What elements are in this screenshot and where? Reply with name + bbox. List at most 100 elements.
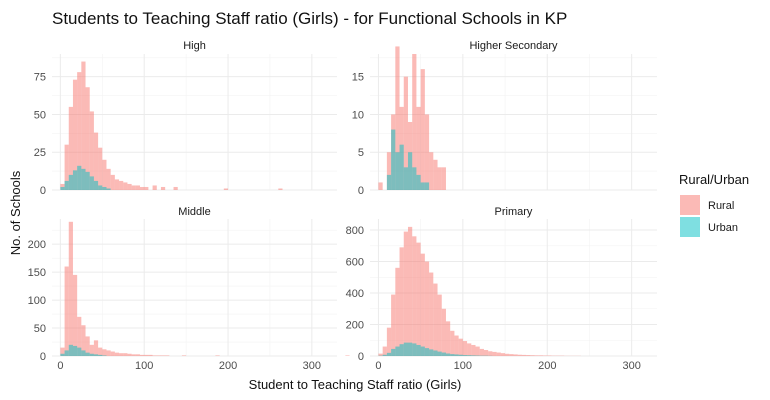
legend-key-rural (680, 195, 700, 215)
urban-bar (93, 354, 99, 356)
urban-bar (64, 350, 69, 356)
y-tick-label: 5 (358, 147, 364, 159)
urban-bar (429, 349, 434, 356)
rural-bar (492, 351, 497, 356)
rural-bar (123, 353, 128, 356)
urban-bar (85, 352, 90, 356)
rural-bar (534, 355, 539, 356)
urban-bar (386, 352, 392, 356)
rural-bar (437, 294, 442, 356)
rural-bar (160, 355, 166, 356)
rural-bar (386, 327, 392, 356)
urban-bar (386, 174, 392, 190)
urban-bar (450, 354, 455, 356)
rural-bar (68, 221, 73, 356)
urban-bar (416, 174, 421, 190)
rural-bar (110, 174, 115, 190)
x-tick-label: 0 (57, 360, 63, 372)
rural-bar (538, 355, 544, 356)
x-tick-label: 300 (303, 360, 321, 372)
rural-bar (123, 182, 128, 190)
rural-bar (140, 354, 145, 356)
rural-bar (152, 185, 157, 190)
x-tick-label: 200 (538, 360, 556, 372)
urban-bar (399, 144, 404, 190)
rural-bar (391, 294, 396, 356)
rural-bar (77, 72, 82, 190)
legend-label-urban: Urban (708, 222, 738, 234)
urban-bar (399, 344, 404, 356)
rural-bar (416, 106, 421, 190)
y-axis-title: No. of Schools (8, 170, 23, 255)
urban-bar (89, 353, 94, 356)
y-tick-label: 150 (28, 267, 46, 279)
rural-bar (64, 266, 69, 356)
rural-bar (407, 226, 413, 356)
urban-bar (412, 167, 417, 190)
rural-bar (106, 168, 111, 190)
rural-bar (127, 353, 132, 356)
rural-bar (181, 355, 187, 356)
rural-bar (467, 343, 472, 356)
y-tick-label: 10 (352, 109, 364, 121)
rural-bar (386, 152, 392, 190)
rural-bar (156, 355, 161, 356)
rural-bar (454, 335, 459, 356)
rural-bar (424, 114, 430, 190)
rural-bar (89, 344, 94, 356)
facet-high: High 0 25 50 75 (34, 40, 337, 197)
x-tick-label: 100 (135, 360, 153, 372)
facet-label: Higher Secondary (469, 40, 558, 52)
urban-bar (395, 152, 400, 190)
rural-bar (395, 267, 400, 356)
legend-title: Rural/Urban (679, 172, 749, 187)
rural-bar (68, 106, 73, 190)
y-tick-label: 600 (346, 257, 364, 269)
rural-bar (399, 247, 404, 356)
y-tick-label: 800 (346, 225, 364, 237)
rural-bar (165, 355, 170, 356)
rural-bar (144, 354, 149, 356)
rural-bar (85, 87, 90, 190)
urban-bar (407, 152, 413, 190)
facet-middle: Middle 0 50 100 150 200 0 100 200 300 (28, 206, 350, 372)
rural-bar (382, 346, 387, 356)
urban-bar (68, 174, 73, 190)
rural-bar (119, 353, 124, 356)
facet-label: Primary (495, 206, 533, 218)
y-tick-label: 0 (358, 185, 364, 197)
urban-bar (403, 342, 408, 356)
rural-bar (140, 186, 145, 190)
urban-bar (98, 354, 103, 356)
rural-bar (89, 111, 94, 190)
y-tick-label: 100 (28, 295, 46, 307)
urban-bar (85, 171, 90, 190)
rural-bar (412, 54, 417, 190)
urban-bar (416, 344, 421, 356)
facet-panels: High 0 25 50 75 Higher Secondary 0 5 10 15 Middle 0… (28, 40, 657, 372)
y-tick-label: 75 (34, 72, 46, 84)
urban-bar (60, 353, 65, 356)
rural-bar (223, 188, 229, 190)
rural-bar (215, 355, 220, 356)
urban-bar (102, 186, 107, 190)
rural-bar (475, 346, 480, 356)
chart-title: Students to Teaching Staff ratio (Girls)… (52, 9, 567, 28)
rural-bar (517, 354, 522, 356)
urban-bar (420, 182, 425, 190)
urban-bar (93, 180, 99, 190)
rural-bar (64, 144, 69, 190)
rural-bar (433, 159, 438, 190)
rural-bar (412, 236, 417, 356)
y-tick-label: 0 (40, 185, 46, 197)
rural-bar (441, 167, 446, 190)
rural-bar (471, 344, 476, 356)
rural-bar (72, 79, 78, 190)
rural-bar (441, 308, 446, 356)
rural-bar (81, 325, 86, 356)
rural-bar (131, 354, 136, 356)
urban-bar (102, 355, 107, 356)
rural-bar (420, 69, 425, 190)
y-tick-label: 400 (346, 288, 364, 300)
